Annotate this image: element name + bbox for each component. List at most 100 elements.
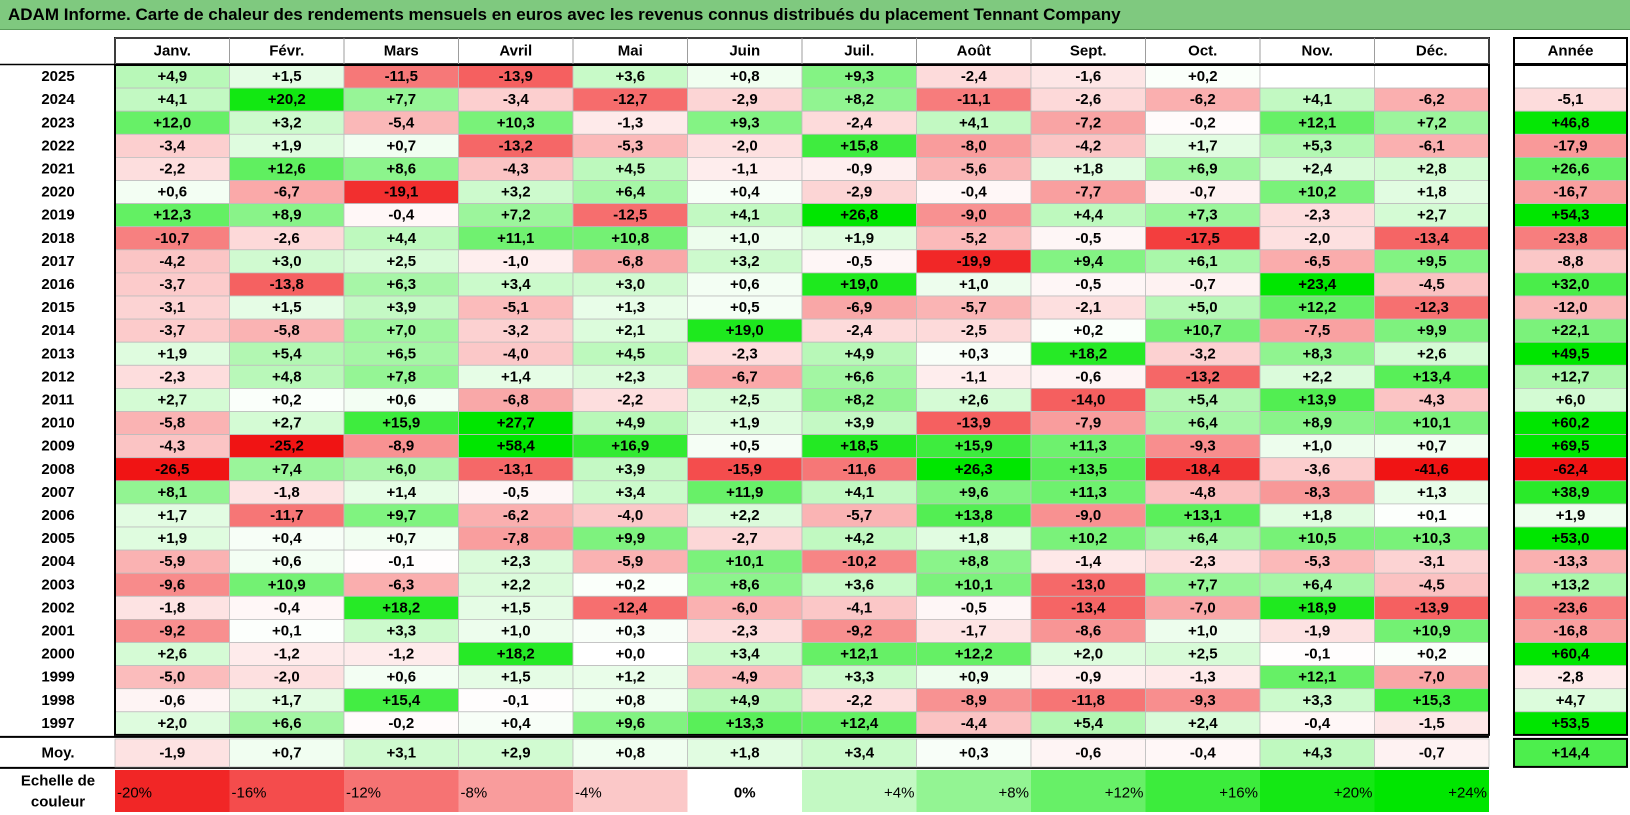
cell-value: -0,5 [1075, 230, 1101, 247]
cell-value: -7,0 [1419, 669, 1445, 686]
row-year-label: 2015 [41, 299, 74, 316]
cell-value: +5,4 [272, 345, 302, 362]
annual-value: -16,7 [1553, 184, 1587, 201]
cell-value: +0,2 [615, 576, 645, 593]
cell-value: -3,2 [503, 322, 529, 339]
annual-value: -2,8 [1558, 669, 1584, 686]
cell-value: +4,5 [615, 345, 645, 362]
cell-value: -26,5 [155, 461, 189, 478]
cell-value: -9,0 [1075, 507, 1101, 524]
cell-value: +8,8 [959, 553, 989, 570]
cell-value: +4,2 [844, 530, 874, 547]
cell-value: +2,2 [501, 576, 531, 593]
row-year-label: 2024 [41, 91, 75, 108]
row-year-label: 2018 [41, 230, 74, 247]
cell-value: -5,1 [503, 299, 529, 316]
cell-value: +27,7 [497, 415, 535, 432]
cell-value: -0,5 [1075, 276, 1101, 293]
scale-label-line2: couleur [31, 794, 85, 811]
cell-value: +9,3 [844, 68, 874, 85]
cell-value: +5,4 [1188, 391, 1218, 408]
cell-value: +2,4 [1302, 160, 1332, 177]
row-year-label: 2025 [41, 68, 74, 85]
scale-swatch [229, 770, 344, 812]
cell-value: +12,3 [153, 207, 191, 224]
column-header-10: Oct. [1188, 43, 1217, 60]
column-header-2: Févr. [269, 43, 304, 60]
cell-value: -13,9 [1415, 599, 1449, 616]
cell-value: -13,9 [957, 415, 991, 432]
cell-value: -1,7 [961, 622, 987, 639]
cell-value: +0,6 [386, 391, 416, 408]
cell-value: -1,1 [732, 160, 758, 177]
average-value: +3,1 [386, 744, 416, 761]
cell-value: -2,6 [274, 230, 300, 247]
cell-value: +7,3 [1188, 207, 1218, 224]
cell-value: +15,9 [955, 438, 993, 455]
annual-value: +4,7 [1556, 692, 1586, 709]
cell-value: +1,8 [959, 530, 989, 547]
cell-value: +0,8 [730, 68, 760, 85]
cell-value: +4,1 [1302, 91, 1332, 108]
scale-swatch [916, 770, 1031, 812]
cell-value: +0,5 [730, 299, 760, 316]
cell-value: +15,4 [382, 692, 421, 709]
average-cell [1030, 738, 1146, 768]
cell-value: +0,4 [730, 184, 760, 201]
cell-value: +0,9 [959, 669, 989, 686]
cell-value: +8,2 [844, 391, 874, 408]
cell-value: +6,6 [844, 368, 874, 385]
row-year-label: 2021 [41, 160, 74, 177]
cell-value: -4,2 [159, 253, 185, 270]
row-year-label: 1997 [41, 715, 74, 732]
cell-value: -5,7 [961, 299, 987, 316]
cell-value: +0,6 [157, 184, 187, 201]
cell-value: -0,7 [1190, 276, 1216, 293]
cell-value: +12,2 [955, 646, 993, 663]
cell-value: -19,1 [384, 184, 418, 201]
cell-value: +0,7 [1417, 438, 1447, 455]
scale-step-label: +20% [1334, 785, 1373, 802]
cell-value: -5,8 [274, 322, 300, 339]
cell-value: -5,7 [846, 507, 872, 524]
cell-value: -6,9 [846, 299, 872, 316]
cell-value: -1,2 [274, 646, 300, 663]
average-value: +0,3 [959, 744, 989, 761]
cell-value: +1,4 [386, 484, 416, 501]
cell-value: -10,2 [842, 553, 876, 570]
cell-value: -1,1 [961, 368, 987, 385]
cell-value: +3,2 [272, 114, 302, 131]
cell-value: -3,6 [1304, 461, 1330, 478]
cell-value: -0,4 [1304, 715, 1331, 732]
cell-value: +1,8 [1073, 160, 1103, 177]
scale-step-label: -12% [346, 785, 381, 802]
row-year-label: 2014 [41, 322, 75, 339]
cell-value: +9,7 [386, 507, 416, 524]
cell-value: -2,9 [732, 91, 758, 108]
annual-value: +60,4 [1552, 646, 1591, 663]
cell-value: +3,6 [844, 576, 874, 593]
cell-value: +10,2 [1298, 184, 1336, 201]
cell-value: +8,6 [730, 576, 760, 593]
cell-value: +1,5 [272, 68, 302, 85]
scale-step-label: 0% [734, 785, 756, 802]
cell-value: +2,1 [615, 322, 645, 339]
cell-value: +1,8 [1417, 184, 1447, 201]
cell-value: -4,2 [1075, 137, 1101, 154]
scale-swatch [802, 770, 917, 812]
cell-value: -7,2 [1075, 114, 1101, 131]
cell-value: -4,8 [1190, 484, 1216, 501]
cell-value: -8,0 [961, 137, 987, 154]
row-year-label: 2012 [41, 368, 74, 385]
average-annual-cell [1513, 737, 1628, 768]
cell-value: +8,2 [844, 91, 874, 108]
column-header-4: Avril [499, 43, 532, 60]
cell-value: +0,3 [615, 622, 645, 639]
cell-value: -3,1 [159, 299, 185, 316]
cell-value: +26,8 [840, 207, 878, 224]
cell-value: +3,0 [272, 253, 302, 270]
scale-swatch [115, 770, 230, 812]
row-year-label: 2006 [41, 507, 74, 524]
cell-value: -11,7 [270, 507, 303, 524]
annual-value: +53,5 [1552, 715, 1590, 732]
